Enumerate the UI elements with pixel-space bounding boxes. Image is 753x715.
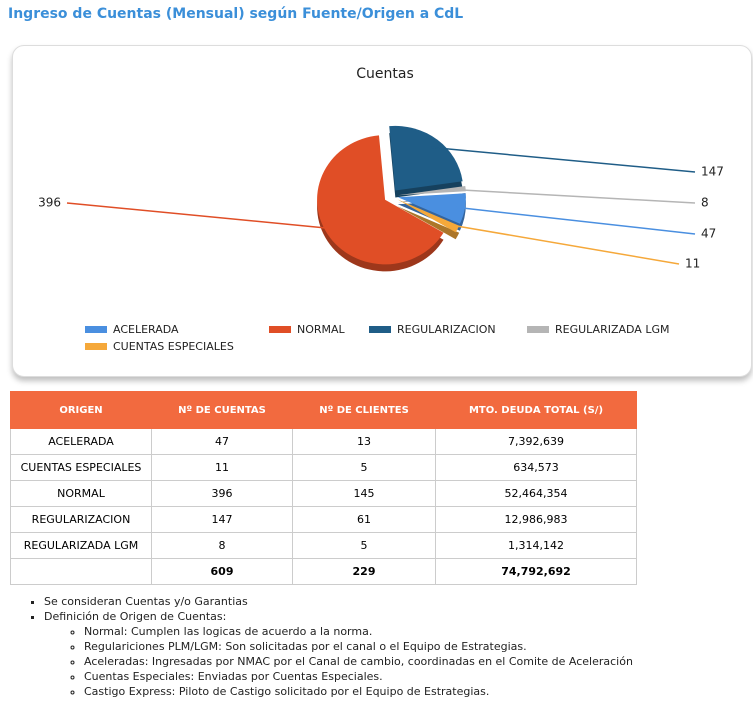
column-header: Nº DE CUENTAS (151, 391, 293, 429)
note-subitem: Aceleradas: Ingresadas por NMAC por el C… (84, 654, 633, 669)
note-subitem: Cuentas Especiales: Enviadas por Cuentas… (84, 669, 633, 684)
data-label: 396 (38, 196, 61, 210)
table: ORIGEN Nº DE CUENTAS Nº DE CLIENTES MTO. DE… (10, 391, 637, 585)
table-cell: NORMAL (10, 480, 152, 507)
note-item: Definición de Origen de Cuentas:Normal: … (44, 609, 633, 699)
leader-line (454, 206, 696, 235)
total-cell: 609 (151, 558, 293, 585)
slice (317, 135, 444, 265)
total-cell: 74,792,692 (435, 558, 637, 585)
note-text: Definición de Origen de Cuentas: (44, 610, 227, 623)
table-row: NORMAL 396 145 52,464,354 (10, 480, 637, 507)
notes: Se consideran Cuentas y/o GarantiasDefin… (30, 594, 633, 699)
slice (397, 199, 460, 233)
table-cell: 1,314,142 (435, 532, 637, 559)
table-row: ACELERADA 47 13 7,392,639 (10, 428, 637, 455)
slice (397, 193, 466, 224)
leader-line (431, 146, 696, 173)
note-subitem: Castigo Express: Piloto de Castigo solic… (84, 684, 633, 699)
slice (389, 125, 463, 191)
legend-swatch (527, 326, 549, 333)
table-cell: 11 (151, 454, 293, 481)
table-cell: 8 (151, 532, 293, 559)
note-subitem: Normal: Cumplen las logicas de acuerdo a… (84, 624, 633, 639)
table-cell: 5 (292, 532, 436, 559)
table-cell: 61 (292, 506, 436, 533)
table-cell: CUENTAS ESPECIALES (10, 454, 152, 481)
data-label: 11 (685, 257, 700, 271)
total-cell: 229 (292, 558, 436, 585)
table-cell: 52,464,354 (435, 480, 637, 507)
legend-label: REGULARIZACION (397, 323, 496, 336)
chart-title: Cuentas (356, 66, 414, 82)
chart: Cuentas 147 8 47 11 396 ACELERADA NORMAL REGULA… (38, 66, 724, 353)
chart-box: Cuentas 147 8 47 11 396 ACELERADA NORMAL REGULA… (12, 45, 752, 377)
slice-depth (397, 206, 460, 240)
legend-swatch (369, 326, 391, 333)
table-cell: 5 (292, 454, 436, 481)
sub-list: Normal: Cumplen las logicas de acuerdo a… (44, 624, 633, 699)
table-cell: 396 (151, 480, 293, 507)
table-cell: REGULARIZACION (10, 506, 152, 533)
data-label: 147 (701, 165, 724, 179)
table-cell: 7,392,639 (435, 428, 637, 455)
total-row: 609 229 74,792,692 (10, 558, 637, 585)
table-cell: 12,986,983 (435, 506, 637, 533)
table-row: REGULARIZACION 147 61 12,986,983 (10, 506, 637, 533)
table-cell (10, 558, 152, 585)
leader-line (66, 202, 337, 230)
column-header: ORIGEN (10, 391, 152, 429)
leader-line (455, 188, 696, 204)
table-cell: 147 (151, 506, 293, 533)
data-label: 8 (701, 196, 709, 210)
leader-line (448, 223, 680, 265)
table-cell: 145 (292, 480, 436, 507)
table-row: CUENTAS ESPECIALES 11 5 634,573 (10, 454, 637, 481)
column-header: MTO. DEUDA TOTAL (S/) (435, 391, 637, 429)
table-cell: ACELERADA (10, 428, 152, 455)
data-label: 47 (701, 227, 716, 241)
legend-label: CUENTAS ESPECIALES (113, 340, 234, 353)
note-text: Se consideran Cuentas y/o Garantias (44, 595, 248, 608)
legend-label: ACELERADA (113, 323, 179, 336)
page-title: Ingreso de Cuentas (Mensual) según Fuent… (8, 6, 464, 22)
legend-swatch (269, 326, 291, 333)
table-cell: REGULARIZADA LGM (10, 532, 152, 559)
table-cell: 47 (151, 428, 293, 455)
legend-label: REGULARIZADA LGM (555, 323, 669, 336)
table-row: REGULARIZADA LGM 8 5 1,314,142 (10, 532, 637, 559)
column-header: Nº DE CLIENTES (292, 391, 436, 429)
note-item: Se consideran Cuentas y/o Garantias (44, 594, 633, 609)
legend-label: NORMAL (297, 323, 346, 336)
legend-swatch (85, 343, 107, 350)
table-cell: 13 (292, 428, 436, 455)
legend-swatch (85, 326, 107, 333)
slice (397, 186, 466, 196)
note-subitem: Regulariciones PLM/LGM: Son solicitadas … (84, 639, 633, 654)
table-cell: 634,573 (435, 454, 637, 481)
